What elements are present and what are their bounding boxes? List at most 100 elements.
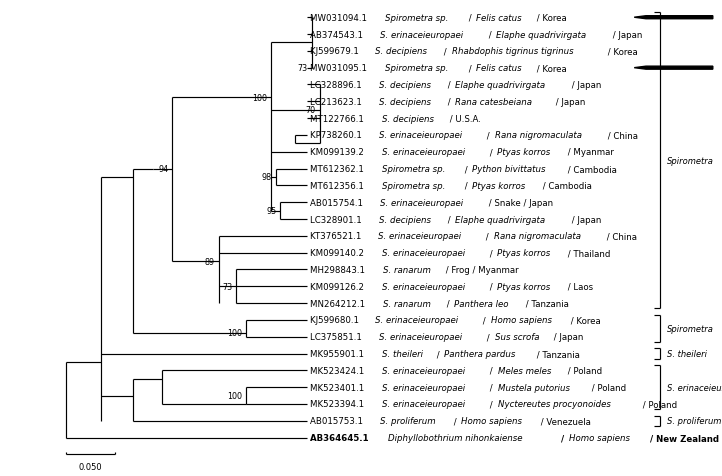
Text: MW031094.1: MW031094.1 [310, 14, 370, 23]
Text: LC328896.1: LC328896.1 [310, 81, 365, 90]
Text: LC375851.1: LC375851.1 [310, 333, 365, 341]
Text: /: / [451, 416, 459, 426]
Text: MT612362.1: MT612362.1 [310, 165, 367, 174]
Text: LC328901.1: LC328901.1 [310, 215, 365, 224]
Text: S. proliferum: S. proliferum [666, 416, 721, 426]
Text: / Japan: / Japan [551, 333, 583, 341]
Text: / Poland: / Poland [565, 366, 602, 375]
Text: 100: 100 [227, 391, 242, 400]
Text: / Cambodia: / Cambodia [539, 181, 591, 190]
Text: 70: 70 [305, 106, 316, 115]
Text: /: / [484, 333, 492, 341]
Text: / China: / China [605, 131, 638, 140]
Text: AB015753.1: AB015753.1 [310, 416, 365, 426]
Text: / Myanmar: / Myanmar [565, 148, 614, 157]
Text: Panthera leo: Panthera leo [454, 299, 509, 308]
Text: Rana nigromaculata: Rana nigromaculata [494, 232, 581, 241]
FancyArrow shape [634, 17, 713, 20]
Text: / Korea: / Korea [534, 14, 567, 23]
Text: 100: 100 [227, 328, 242, 337]
Text: /: / [487, 148, 495, 157]
Text: / New Zealand: / New Zealand [647, 433, 718, 442]
Text: / Korea: / Korea [605, 47, 638, 56]
Text: /: / [461, 181, 470, 190]
Text: /: / [558, 433, 567, 442]
Text: Spirometra sp.: Spirometra sp. [386, 14, 449, 23]
Text: S. erinaceieuropaei: S. erinaceieuropaei [382, 366, 465, 375]
Text: KT376521.1: KT376521.1 [310, 232, 364, 241]
Text: KM099140.2: KM099140.2 [310, 248, 367, 258]
Text: MK523424.1: MK523424.1 [310, 366, 367, 375]
Text: / Frog / Myanmar: / Frog / Myanmar [443, 266, 519, 274]
Text: S. erinaceieuropaei: S. erinaceieuropaei [381, 148, 465, 157]
Text: MK955901.1: MK955901.1 [310, 349, 367, 358]
Text: /: / [484, 131, 492, 140]
Text: S. erinaceieuropaei: S. erinaceieuropaei [380, 198, 464, 207]
Text: 95: 95 [266, 207, 277, 216]
Text: /: / [480, 316, 489, 325]
Text: / Japan: / Japan [569, 81, 601, 90]
Text: KM099126.2: KM099126.2 [310, 282, 367, 291]
Text: S. theileri: S. theileri [666, 349, 707, 358]
Text: S. erinaceieuropaei: S. erinaceieuropaei [375, 316, 458, 325]
Text: S. erinaceieuropaei: S. erinaceieuropaei [382, 400, 465, 408]
Text: 98: 98 [261, 173, 271, 182]
Text: Panthera pardus: Panthera pardus [444, 349, 516, 358]
Text: S. decipiens: S. decipiens [379, 81, 431, 90]
Text: / Tanzania: / Tanzania [534, 349, 580, 358]
Text: Ptyas korros: Ptyas korros [497, 148, 550, 157]
Text: /: / [487, 248, 495, 258]
Text: Spirometra: Spirometra [666, 156, 713, 165]
Text: /: / [445, 81, 453, 90]
Text: Ptyas korros: Ptyas korros [497, 282, 551, 291]
Text: / China: / China [604, 232, 637, 241]
Text: Felis catus: Felis catus [477, 64, 522, 73]
Text: Spirometra sp.: Spirometra sp. [386, 64, 449, 73]
Text: / Venezuela: / Venezuela [539, 416, 591, 426]
Text: 100: 100 [252, 93, 266, 102]
Text: /: / [487, 282, 495, 291]
Text: S. decipiens: S. decipiens [379, 98, 431, 107]
Text: MK523401.1: MK523401.1 [310, 383, 367, 392]
Text: MK523394.1: MK523394.1 [310, 400, 367, 408]
Text: /: / [445, 98, 453, 107]
Text: KM099139.2: KM099139.2 [310, 148, 367, 157]
Text: Rhabdophis tigrinus tigrinus: Rhabdophis tigrinus tigrinus [451, 47, 573, 56]
Text: 89: 89 [204, 257, 214, 266]
Text: S. erinaceieuropaei: S. erinaceieuropaei [382, 282, 465, 291]
Text: S. erinaceieuropaei: S. erinaceieuropaei [378, 232, 461, 241]
Text: AB364645.1: AB364645.1 [310, 433, 372, 442]
Text: / Japan: / Japan [552, 98, 585, 107]
Text: / Thailand: / Thailand [565, 248, 610, 258]
Text: S. erinaceieuropaei: S. erinaceieuropaei [380, 30, 464, 40]
Text: /: / [466, 64, 474, 73]
Text: S. erinaceieuropaei: S. erinaceieuropaei [379, 333, 462, 341]
Text: Spirometra: Spirometra [666, 324, 713, 333]
FancyArrow shape [634, 67, 713, 70]
Text: / Korea: / Korea [534, 64, 567, 73]
Text: MN264212.1: MN264212.1 [310, 299, 367, 308]
Text: 73: 73 [297, 64, 308, 73]
Text: /: / [461, 165, 470, 174]
Text: Diphyllobothrium nihonkaiense: Diphyllobothrium nihonkaiense [388, 433, 522, 442]
Text: Ptyas korros: Ptyas korros [472, 181, 526, 190]
Text: Ptyas korros: Ptyas korros [497, 248, 551, 258]
Text: /: / [487, 366, 495, 375]
Text: S. erinaceieuropaei: S. erinaceieuropaei [666, 383, 722, 392]
Text: Nyctereutes procyonoides: Nyctereutes procyonoides [497, 400, 610, 408]
Text: Meles meles: Meles meles [497, 366, 551, 375]
Text: KJ599680.1: KJ599680.1 [310, 316, 362, 325]
Text: 73: 73 [222, 282, 232, 291]
Text: /: / [487, 383, 495, 392]
Text: Mustela putorius: Mustela putorius [497, 383, 570, 392]
Text: 0.050: 0.050 [79, 462, 103, 471]
Text: /: / [484, 232, 492, 241]
Text: Homo sapiens: Homo sapiens [461, 416, 522, 426]
Text: MT612356.1: MT612356.1 [310, 181, 367, 190]
Text: / Korea: / Korea [568, 316, 601, 325]
Text: S. proliferum: S. proliferum [380, 416, 436, 426]
Text: S. theileri: S. theileri [382, 349, 422, 358]
Text: S. ranarum: S. ranarum [383, 299, 431, 308]
Text: Python bivittatus: Python bivittatus [472, 165, 546, 174]
Text: / Cambodia: / Cambodia [565, 165, 617, 174]
